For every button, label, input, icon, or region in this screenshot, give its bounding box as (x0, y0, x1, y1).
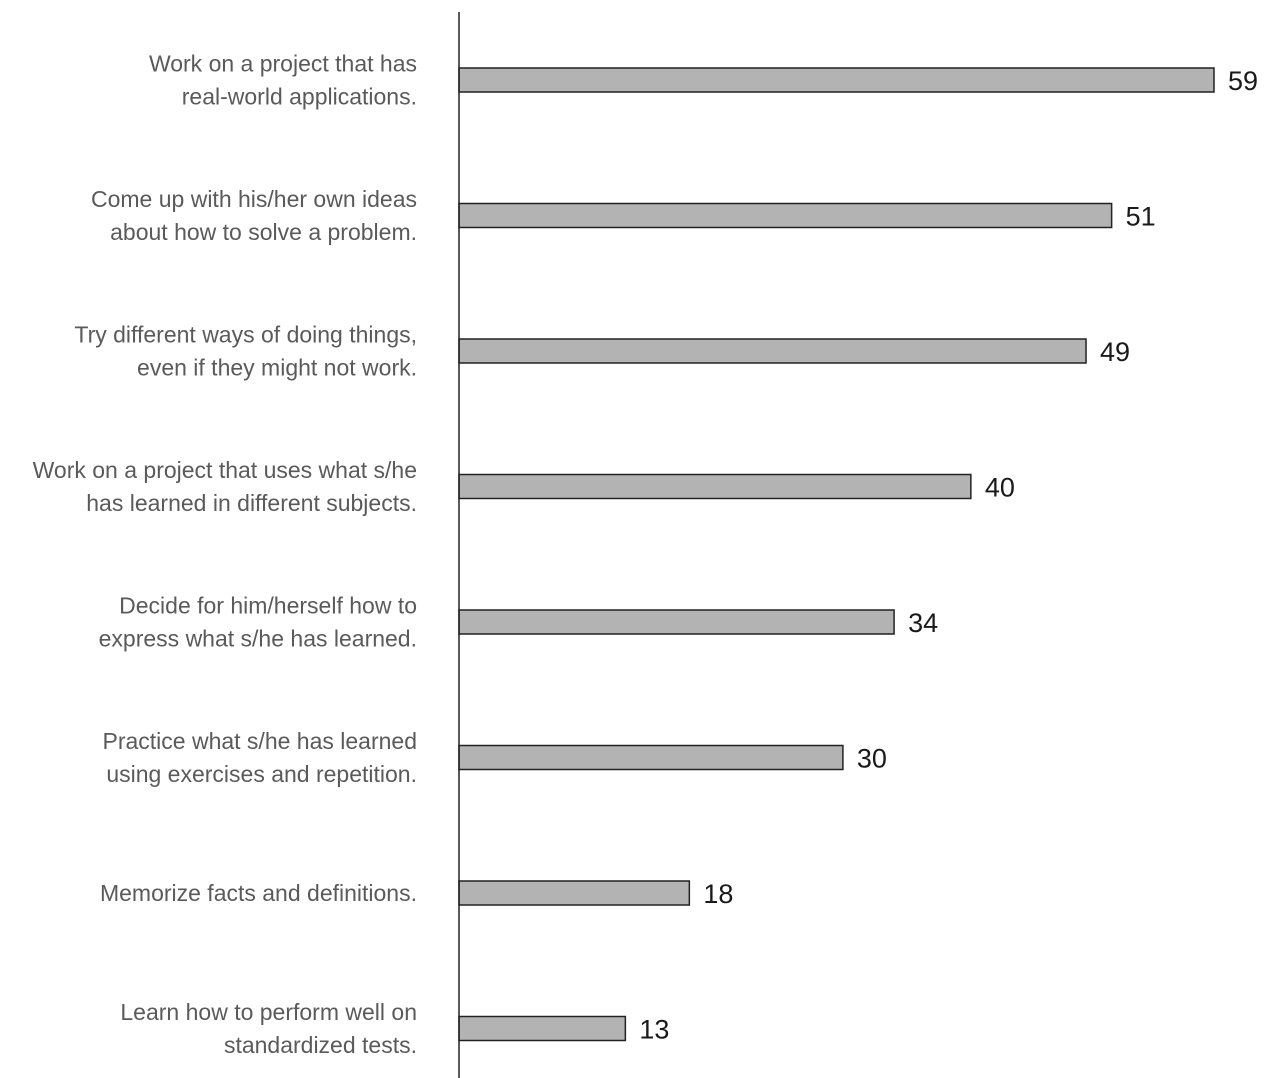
category-label: Work on a project that uses what s/he (33, 457, 417, 483)
data-label: 18 (703, 879, 733, 909)
category-label: Try different ways of doing things, (74, 322, 417, 348)
category-label: real-world applications. (182, 84, 417, 110)
category-label: Learn how to perform well on (120, 999, 417, 1025)
category-label: Work on a project that has (149, 51, 417, 77)
bar (458, 67, 1215, 93)
category-label: about how to solve a problem. (110, 219, 417, 245)
category-label: express what s/he has learned. (99, 626, 417, 652)
bar (458, 1015, 627, 1042)
bar (458, 202, 1113, 229)
category-label: has learned in different subjects. (86, 490, 417, 516)
bar (458, 609, 895, 635)
category-label: Decide for him/herself how to (119, 593, 417, 619)
bar (458, 880, 691, 906)
category-labels-layer: Work on a project that has real-world app… (33, 51, 417, 1059)
data-label: 30 (857, 744, 887, 774)
bar (458, 744, 844, 771)
data-label: 40 (985, 473, 1015, 503)
data-label: 51 (1126, 202, 1156, 232)
category-label: using exercises and repetition. (106, 761, 417, 787)
data-label: 34 (908, 608, 938, 638)
bars-layer (458, 67, 1215, 1042)
bar (458, 473, 972, 500)
data-label: 13 (639, 1015, 669, 1045)
category-label: even if they might not work. (137, 355, 417, 381)
data-label: 59 (1228, 66, 1258, 96)
category-label: Memorize facts and definitions. (100, 880, 417, 906)
category-label: Come up with his/her own ideas (91, 186, 417, 212)
category-label: Practice what s/he has learned (102, 728, 417, 754)
bar (458, 338, 1087, 364)
data-label: 49 (1100, 337, 1130, 367)
category-label: standardized tests. (224, 1032, 417, 1058)
value-labels-layer: 59 51 49 40 34 30 18 13 (639, 66, 1258, 1045)
